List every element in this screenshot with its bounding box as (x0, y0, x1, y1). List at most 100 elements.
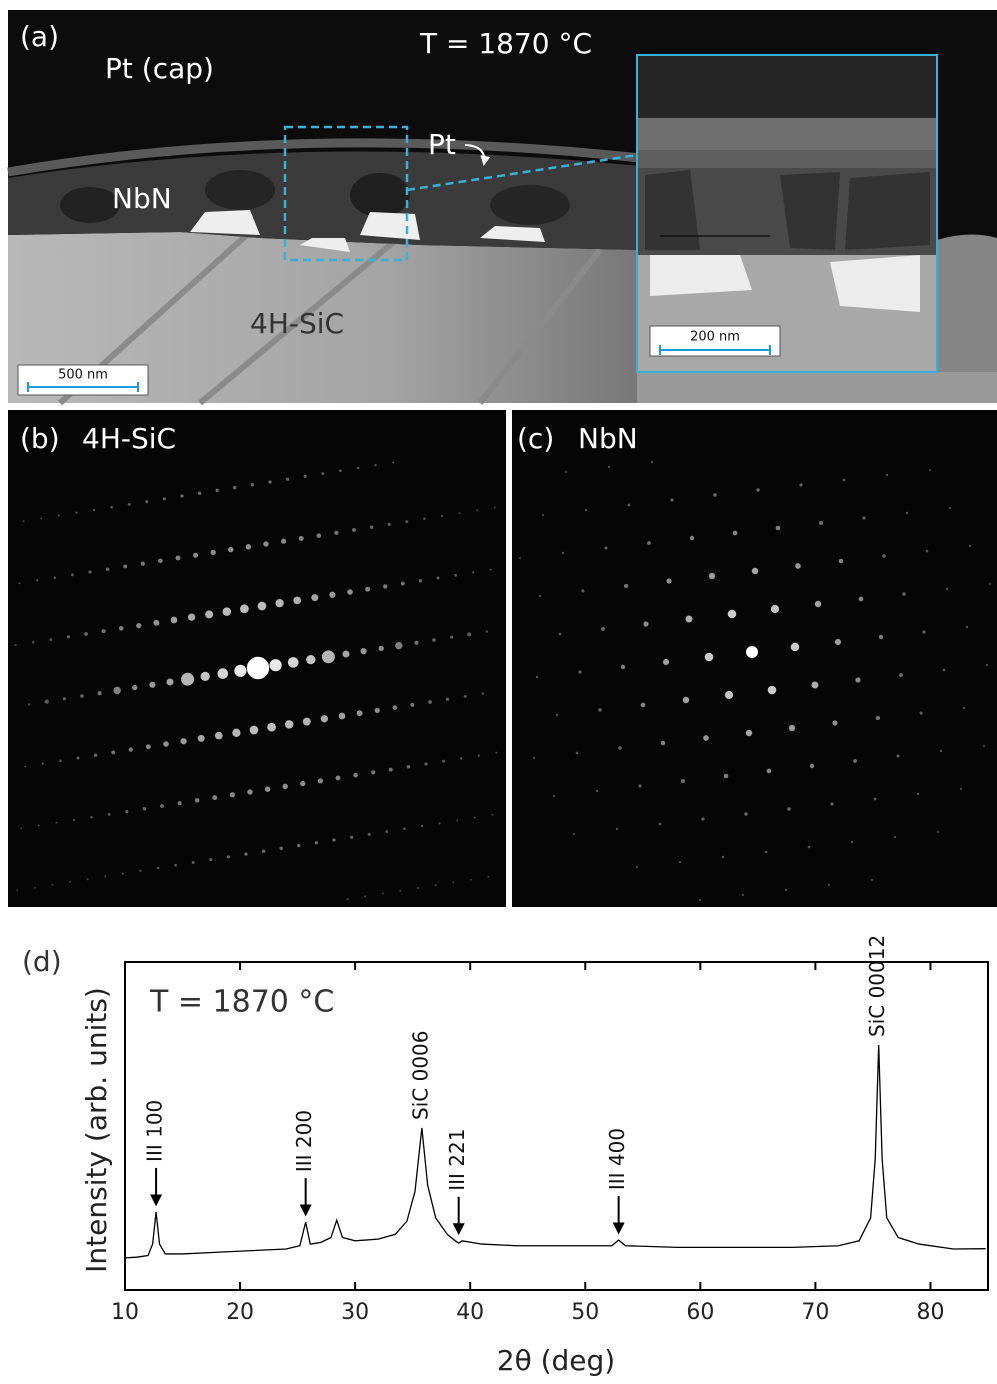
spot (347, 898, 349, 900)
spot (234, 665, 246, 677)
spot (36, 579, 38, 581)
spot (949, 507, 951, 509)
spot (819, 521, 823, 525)
spot (403, 827, 406, 830)
x-tick-label: 10 (111, 1300, 139, 1325)
spot (334, 531, 338, 535)
spot (336, 776, 341, 781)
spot (385, 830, 388, 833)
spot (73, 819, 75, 821)
panel-label: (b) (20, 422, 60, 455)
spot (339, 469, 342, 472)
spot (282, 784, 287, 789)
spot (604, 546, 607, 549)
spot (851, 841, 853, 843)
spot (576, 752, 579, 755)
spot (410, 703, 414, 707)
panel-a: 200 nm 500 nm (a) T = 1870 °C Pt (cap) P… (8, 10, 997, 403)
spot (211, 550, 216, 555)
spot (119, 626, 124, 631)
spot (223, 607, 232, 616)
spot (989, 583, 991, 585)
spot (357, 710, 363, 716)
spot (389, 768, 393, 772)
spot (960, 788, 962, 790)
spot (209, 858, 212, 861)
spot (446, 698, 449, 701)
spot (69, 881, 71, 883)
x-tick-label: 30 (341, 1300, 369, 1325)
spot (58, 515, 60, 517)
spot (75, 512, 77, 514)
spot (641, 703, 646, 708)
spot (744, 812, 747, 815)
spot (145, 500, 148, 503)
spot (598, 708, 601, 711)
spot (153, 620, 159, 626)
spot (49, 638, 52, 641)
spot (102, 629, 106, 633)
spot (815, 601, 821, 607)
spot (230, 792, 235, 797)
spot (902, 592, 905, 595)
panel-c (512, 410, 997, 907)
spot (160, 804, 164, 808)
spot (108, 813, 111, 816)
panel-label: (c) (517, 422, 554, 455)
spot (405, 520, 408, 523)
spot (862, 516, 865, 519)
layer-label: NbN (112, 182, 172, 215)
spot (519, 557, 521, 559)
spot (686, 616, 693, 623)
spot (40, 517, 42, 519)
spot (795, 563, 801, 569)
spot (771, 605, 779, 613)
spot (28, 703, 30, 705)
spot (322, 650, 335, 663)
spot (437, 577, 440, 580)
layer-label: Pt (428, 128, 456, 161)
spot (810, 764, 814, 768)
spot (855, 677, 860, 682)
spot (171, 617, 178, 624)
spot (470, 879, 472, 881)
spot (742, 894, 744, 896)
spot (201, 672, 210, 681)
spot (799, 483, 802, 486)
spot (269, 659, 281, 671)
spot (828, 884, 830, 886)
spot (679, 861, 681, 863)
spot (638, 784, 641, 787)
spot (198, 492, 201, 495)
spot (332, 838, 335, 841)
spot (917, 793, 919, 795)
spot (20, 827, 22, 829)
diffraction (512, 410, 997, 907)
spot (174, 864, 177, 867)
substrate (637, 372, 997, 403)
spot (195, 798, 200, 803)
spot (830, 802, 833, 805)
spot (379, 646, 384, 651)
peak-label: III 200 (292, 1110, 316, 1172)
spot (946, 588, 948, 590)
spot (651, 461, 653, 463)
spot (217, 668, 228, 679)
grain (60, 187, 120, 223)
spot (752, 568, 758, 574)
spot (180, 738, 186, 744)
spot (136, 623, 141, 628)
spot (986, 664, 988, 666)
spot (247, 657, 269, 679)
spot (299, 536, 304, 541)
spot (596, 790, 598, 792)
spot (553, 795, 555, 797)
spot (288, 657, 299, 668)
spot (765, 851, 768, 854)
spot (232, 729, 240, 737)
spot (212, 795, 217, 800)
spot (315, 841, 318, 844)
spot (300, 781, 305, 786)
spot (87, 878, 89, 880)
spot (536, 676, 538, 678)
